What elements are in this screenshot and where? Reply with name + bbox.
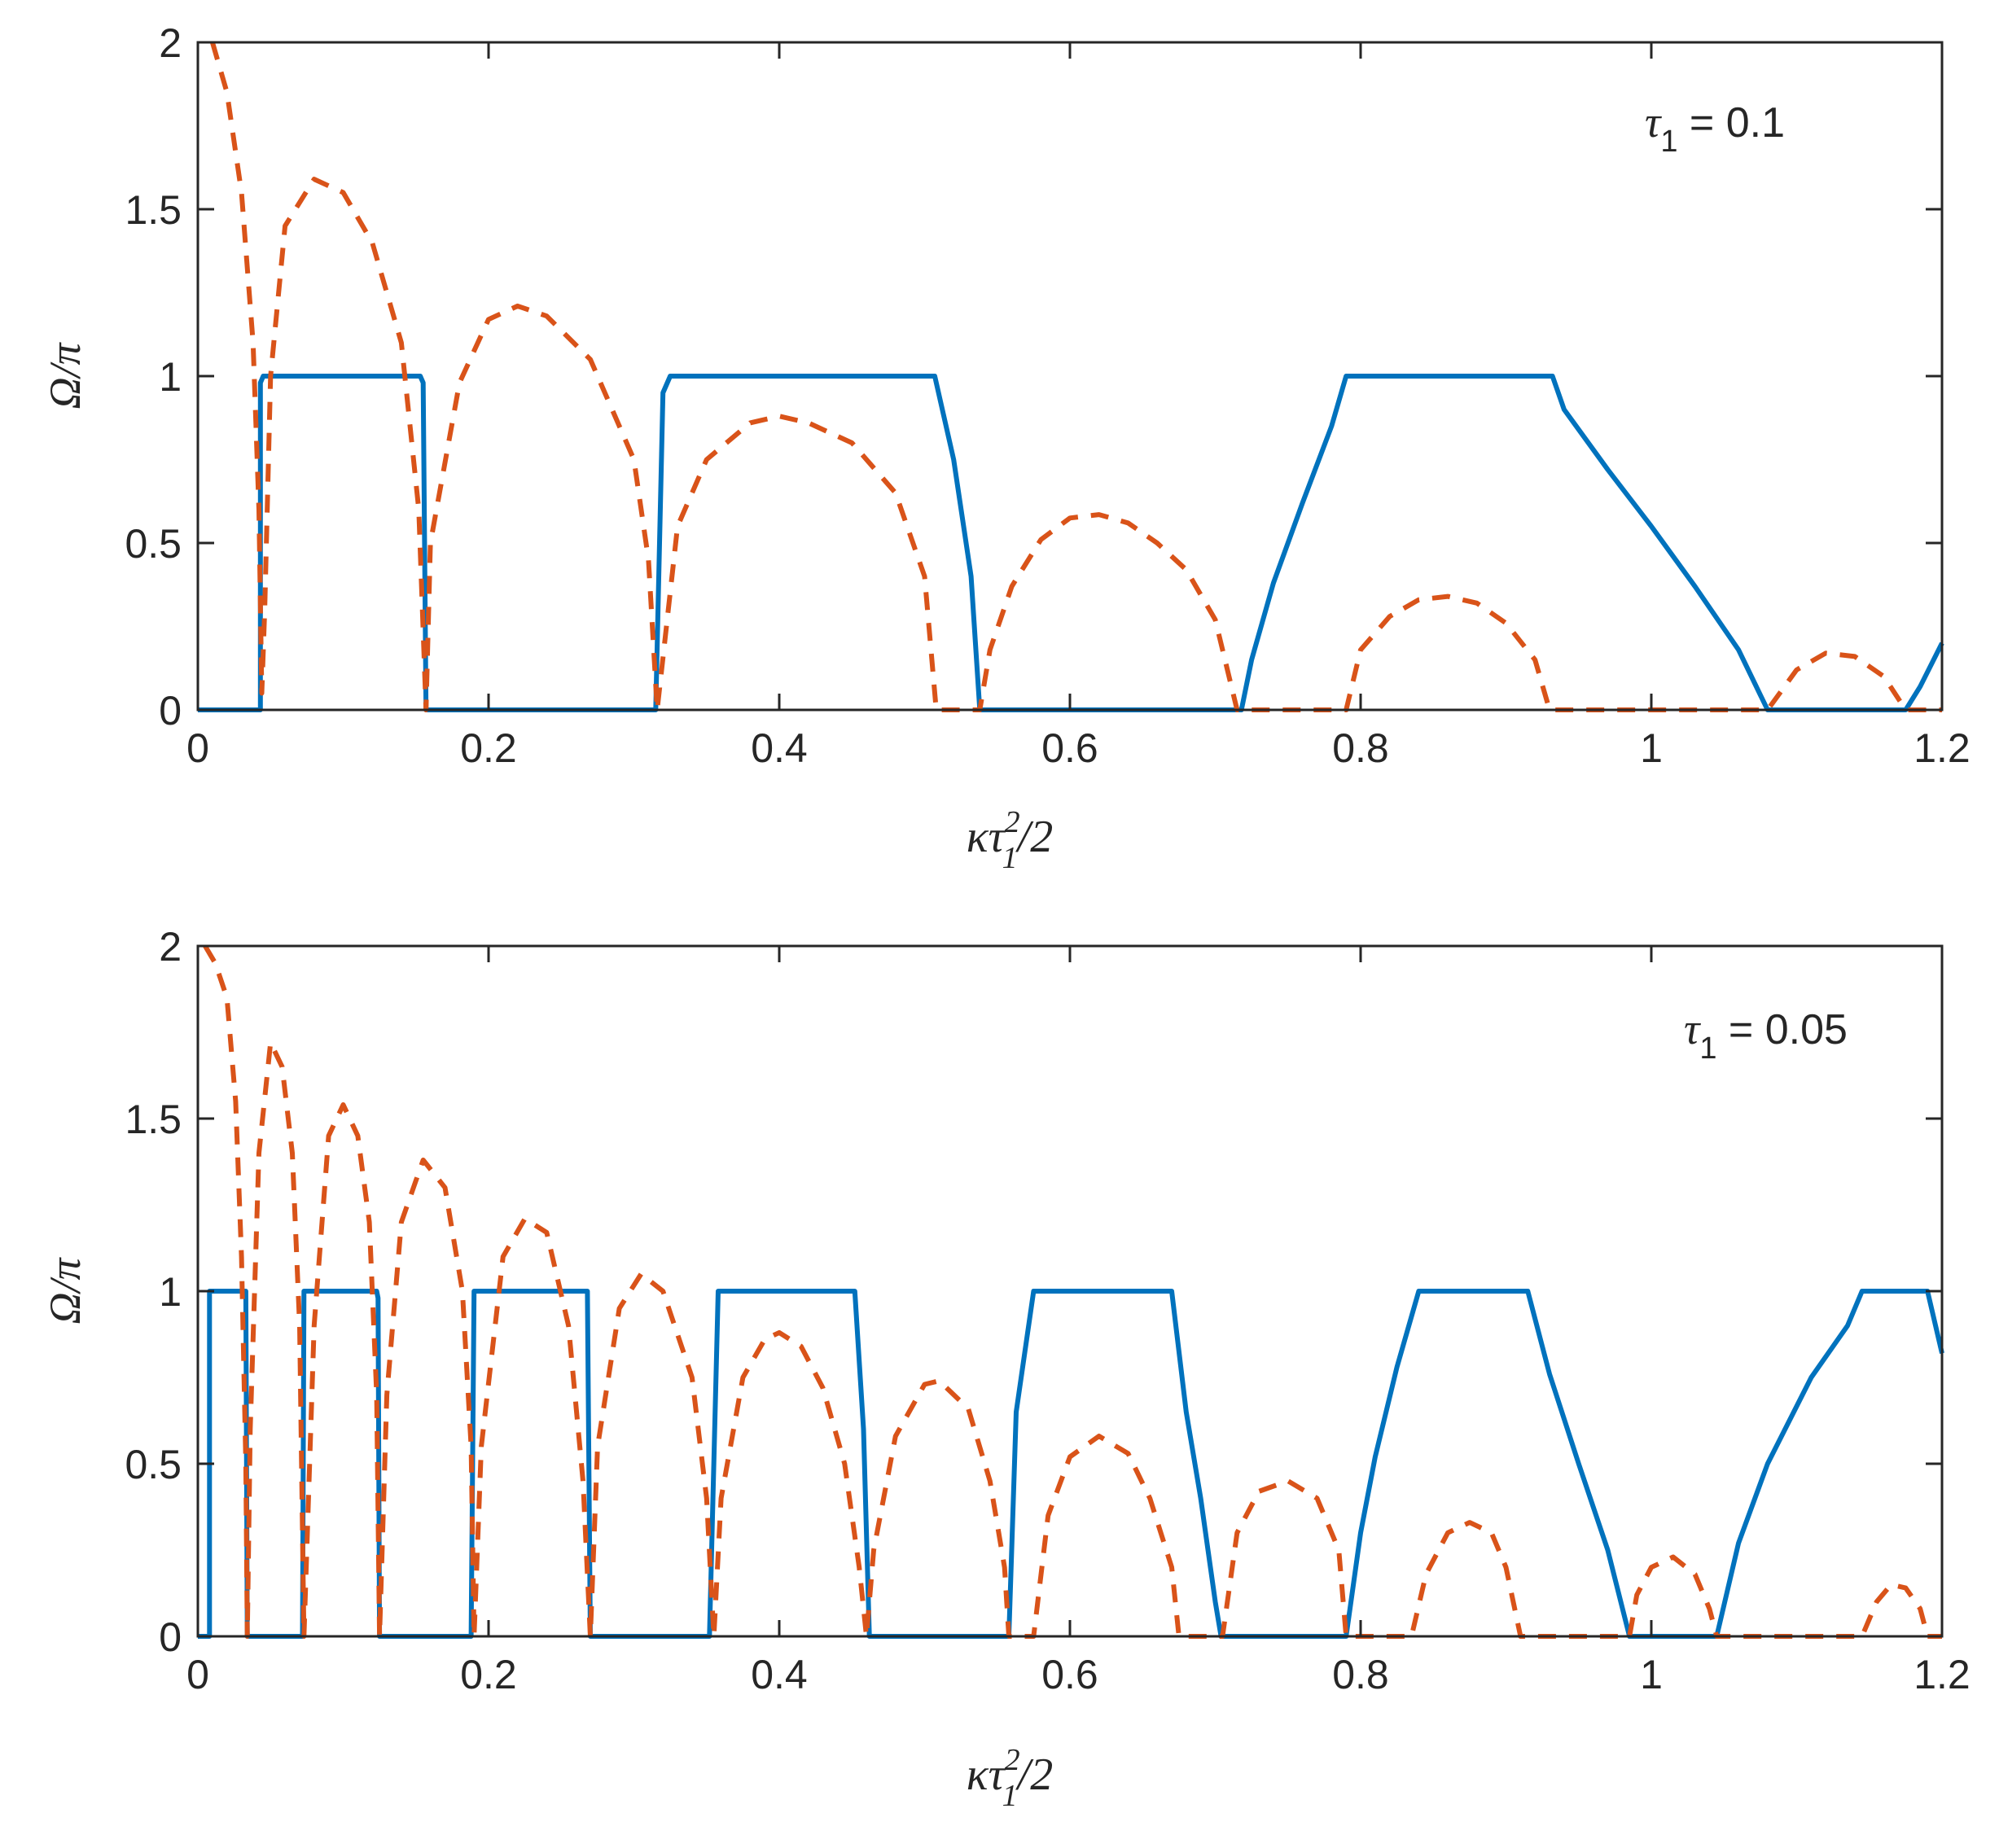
- panel-annotation: τ1 = 0.1: [1645, 98, 1785, 159]
- y-tick-label: 0.5: [125, 1442, 182, 1487]
- y-tick-label: 1: [159, 354, 182, 400]
- x-tick-label: 0: [186, 1652, 209, 1697]
- solid-series-line: [198, 374, 1944, 712]
- y-tick-label: 1.5: [125, 1097, 182, 1142]
- dashed-series-line: [203, 944, 1942, 1639]
- x-tick-label: 1.2: [1914, 725, 1971, 771]
- y-tick-label: 1.5: [125, 187, 182, 233]
- ticks-layer: 0 0.2 0.4 0.6 0.8 1 1.2 0 0.5 1 1.5 2: [125, 924, 1970, 1697]
- y-tick-label: 2: [159, 924, 182, 970]
- x-axis-label: κτ2 1/2: [967, 805, 1053, 875]
- x-tick-label: 1.2: [1914, 1652, 1971, 1697]
- x-tick-label: 0: [186, 725, 209, 771]
- y-tick-label: 0.5: [125, 521, 182, 567]
- y-tick-label: 2: [159, 20, 182, 66]
- x-tick-label: 0.8: [1332, 1652, 1389, 1697]
- y-axis-label: Ω/π: [41, 1257, 90, 1325]
- y-tick-label: 0: [159, 688, 182, 734]
- x-tick-label: 0.2: [460, 1652, 517, 1697]
- x-axis-label: κτ2 1/2: [967, 1743, 1053, 1813]
- series-layer: [198, 42, 1944, 712]
- x-tick-label: 1: [1640, 1652, 1663, 1697]
- x-tick-label: 0.8: [1332, 725, 1389, 771]
- panel-annotation: τ1 = 0.05: [1684, 1005, 1848, 1066]
- x-tick-label: 1: [1640, 725, 1663, 771]
- y-axis-label: Ω/π: [41, 342, 90, 409]
- ticks-layer: 0 0.2 0.4 0.6 0.8 1 1.2 0 0.5 1 1.5 2: [125, 20, 1970, 771]
- series-layer: [198, 944, 1944, 1639]
- x-tick-label: 0.4: [751, 725, 808, 771]
- x-tick-label: 0.6: [1041, 725, 1098, 771]
- chart-panel-top: 0 0.2 0.4 0.6 0.8 1 1.200.511.52 τ1 = 0.1 Ω/π …: [41, 20, 1971, 875]
- x-tick-label: 0.4: [751, 1652, 808, 1697]
- y-tick-label: 0: [159, 1614, 182, 1660]
- dashed-series-line: [210, 42, 1942, 712]
- x-tick-label: 0.6: [1041, 1652, 1098, 1697]
- y-tick-label: 1: [159, 1269, 182, 1315]
- chart-panel-bottom: 0 0.2 0.4 0.6 0.8 1 1.2 0 0.5 1 1.5 2 τ1 = 0.05 Ω/π…: [41, 924, 1971, 1813]
- x-tick-label: 0.2: [460, 725, 517, 771]
